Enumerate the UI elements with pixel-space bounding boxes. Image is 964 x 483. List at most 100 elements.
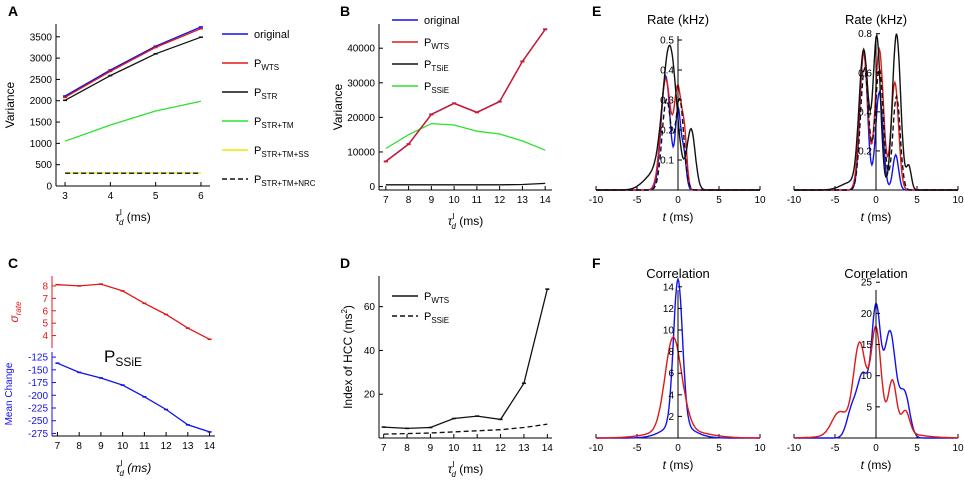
x-tick-label: 4 bbox=[108, 191, 114, 202]
panel-B: 7 8 9 10 11 12 13 14 0 10000 20000 30000 40000 τI d (m… bbox=[331, 15, 552, 231]
panel-title: Rate (kHz) bbox=[845, 12, 907, 27]
y-tick-label: 14 bbox=[663, 282, 675, 293]
y-tick-label: 20000 bbox=[347, 113, 375, 124]
x-axis-label-sup: I bbox=[452, 460, 454, 469]
legend-label-sub: SSiE bbox=[431, 86, 449, 95]
top-y-axis-label: σrate bbox=[7, 301, 23, 323]
series-line-PWTS bbox=[383, 288, 548, 430]
x-tick-label: 0 bbox=[675, 195, 681, 206]
series-line-PSSiE bbox=[383, 423, 548, 435]
y-axis-label-end: ) bbox=[341, 305, 355, 309]
x-tick-label: 12 bbox=[495, 443, 507, 454]
y-tick-label: 25 bbox=[861, 278, 873, 289]
panel-title: Correlation bbox=[844, 266, 908, 281]
top-y-tick-label: 4 bbox=[42, 331, 48, 342]
panel-D: 7 8 9 10 11 12 13 14 20 40 60 τI d (ms) Index of HCC … bbox=[340, 276, 553, 479]
legend-label-sub: WTS bbox=[431, 296, 449, 305]
legend-label-sub: STR+TM+SS bbox=[261, 150, 309, 159]
series-line-PSSiE bbox=[385, 122, 546, 151]
x-tick-label: 10 bbox=[117, 441, 129, 452]
y-axis-label: Variance bbox=[331, 83, 345, 130]
x-axis-label-unit: (ms) bbox=[123, 210, 150, 224]
bottom-y-tick-label: -225 bbox=[28, 404, 48, 415]
x-tick-label: 8 bbox=[406, 195, 412, 206]
panel-E1: -10 -5 0 5 10 0.1 0.2 0.3 0.4 0.5 Rate (kHz) t (ms) bbox=[589, 12, 766, 224]
x-axis-label-unit: (ms) bbox=[864, 210, 891, 224]
y-tick-label: 5 bbox=[866, 402, 872, 413]
x-tick-label: 14 bbox=[542, 443, 554, 454]
legend-label-sub: TSiE bbox=[431, 64, 448, 73]
series-line-PSTR bbox=[64, 36, 202, 101]
y-tick-label: 2500 bbox=[30, 75, 53, 86]
y-axis-label-text: Variance bbox=[331, 83, 345, 130]
panel-label-B: B bbox=[340, 3, 350, 19]
y-tick-label: 20 bbox=[861, 309, 873, 320]
y-tick-label: 40 bbox=[364, 346, 376, 357]
legend-label-base: original bbox=[424, 15, 459, 27]
x-axis-label: τI d (ms) bbox=[448, 460, 484, 479]
legend-label: PSSiE bbox=[424, 81, 449, 95]
top-y-tick-label: 6 bbox=[42, 306, 48, 317]
x-tick-label: 5 bbox=[716, 443, 722, 454]
x-tick-label: 5 bbox=[914, 443, 920, 454]
x-tick-label: 0 bbox=[675, 443, 681, 454]
x-axis-label: τI d (ms) bbox=[116, 459, 152, 478]
y-tick-label: 60 bbox=[364, 302, 376, 313]
x-tick-label: -5 bbox=[633, 195, 642, 206]
panel-E2: -10 -5 0 5 10 0.2 0.4 0.6 0.8 Rate (kHz) t (ms) bbox=[787, 12, 964, 224]
x-axis-label-sup: I bbox=[120, 208, 122, 217]
y-axis-label-sup: 2 bbox=[340, 309, 349, 314]
legend-label-base: P bbox=[424, 291, 431, 303]
series-line-PSTR+TM bbox=[64, 100, 202, 142]
panel-title: Correlation bbox=[646, 266, 710, 281]
x-tick-label: 10 bbox=[448, 443, 460, 454]
y-tick-label: 12 bbox=[663, 304, 675, 315]
y-tick-label: 8 bbox=[668, 347, 674, 358]
y-tick-label: 1500 bbox=[30, 118, 53, 129]
legend-label: PSTR+TM+SS bbox=[254, 145, 309, 159]
x-axis-label-unit: (ms) bbox=[456, 462, 483, 476]
y-tick-label: 0 bbox=[46, 182, 52, 193]
top-y-tick-label: 7 bbox=[42, 294, 48, 305]
bottom-y-tick-label: -275 bbox=[28, 429, 48, 440]
y-axis-label-text: Variance bbox=[3, 81, 17, 128]
x-axis-label-unit: (ms) bbox=[666, 458, 693, 472]
series-line-original bbox=[596, 276, 760, 439]
top-y-axis-label-sigma: σ bbox=[7, 315, 21, 323]
x-tick-label: -10 bbox=[589, 443, 604, 454]
legend-label: PWTS bbox=[424, 37, 449, 51]
x-tick-label: 10 bbox=[754, 443, 766, 454]
x-tick-label: -5 bbox=[633, 443, 642, 454]
x-axis-label-t: t bbox=[663, 210, 667, 224]
y-tick-label: 3500 bbox=[30, 32, 53, 43]
legend-label-sub: SSiE bbox=[431, 316, 449, 325]
x-tick-label: 6 bbox=[198, 191, 204, 202]
x-axis-label-t: t bbox=[861, 210, 865, 224]
x-tick-label: 3 bbox=[62, 191, 68, 202]
x-axis-label-unit: (ms) bbox=[864, 458, 891, 472]
x-tick-label: 10 bbox=[449, 195, 461, 206]
legend-label-sub: STR+TM bbox=[261, 121, 294, 130]
y-tick-label: 10 bbox=[861, 371, 873, 382]
x-axis-label-tau: τ bbox=[115, 210, 121, 224]
y-tick-label: 0.5 bbox=[660, 36, 674, 47]
x-tick-label: 0 bbox=[873, 443, 879, 454]
x-axis-label-sub: d bbox=[119, 469, 124, 478]
bottom-y-tick-label: -175 bbox=[28, 378, 48, 389]
bottom-y-tick-label: -125 bbox=[28, 353, 48, 364]
y-tick-label: 0.4 bbox=[858, 107, 872, 118]
x-tick-label: 10 bbox=[952, 195, 964, 206]
series-line-PTSiE bbox=[385, 182, 546, 186]
legend-label-sub: WTS bbox=[261, 63, 279, 72]
x-axis-label: t (ms) bbox=[861, 210, 892, 224]
x-axis-label-t: t bbox=[663, 458, 667, 472]
y-tick-label: 0.3 bbox=[660, 96, 674, 107]
x-tick-label: 9 bbox=[428, 443, 434, 454]
legend-label-sub: WTS bbox=[431, 42, 449, 51]
x-tick-label: 9 bbox=[429, 195, 435, 206]
annotation: PSSiE bbox=[104, 347, 142, 369]
x-tick-label: 7 bbox=[381, 443, 387, 454]
legend-label: PSTR+TM bbox=[254, 116, 294, 130]
